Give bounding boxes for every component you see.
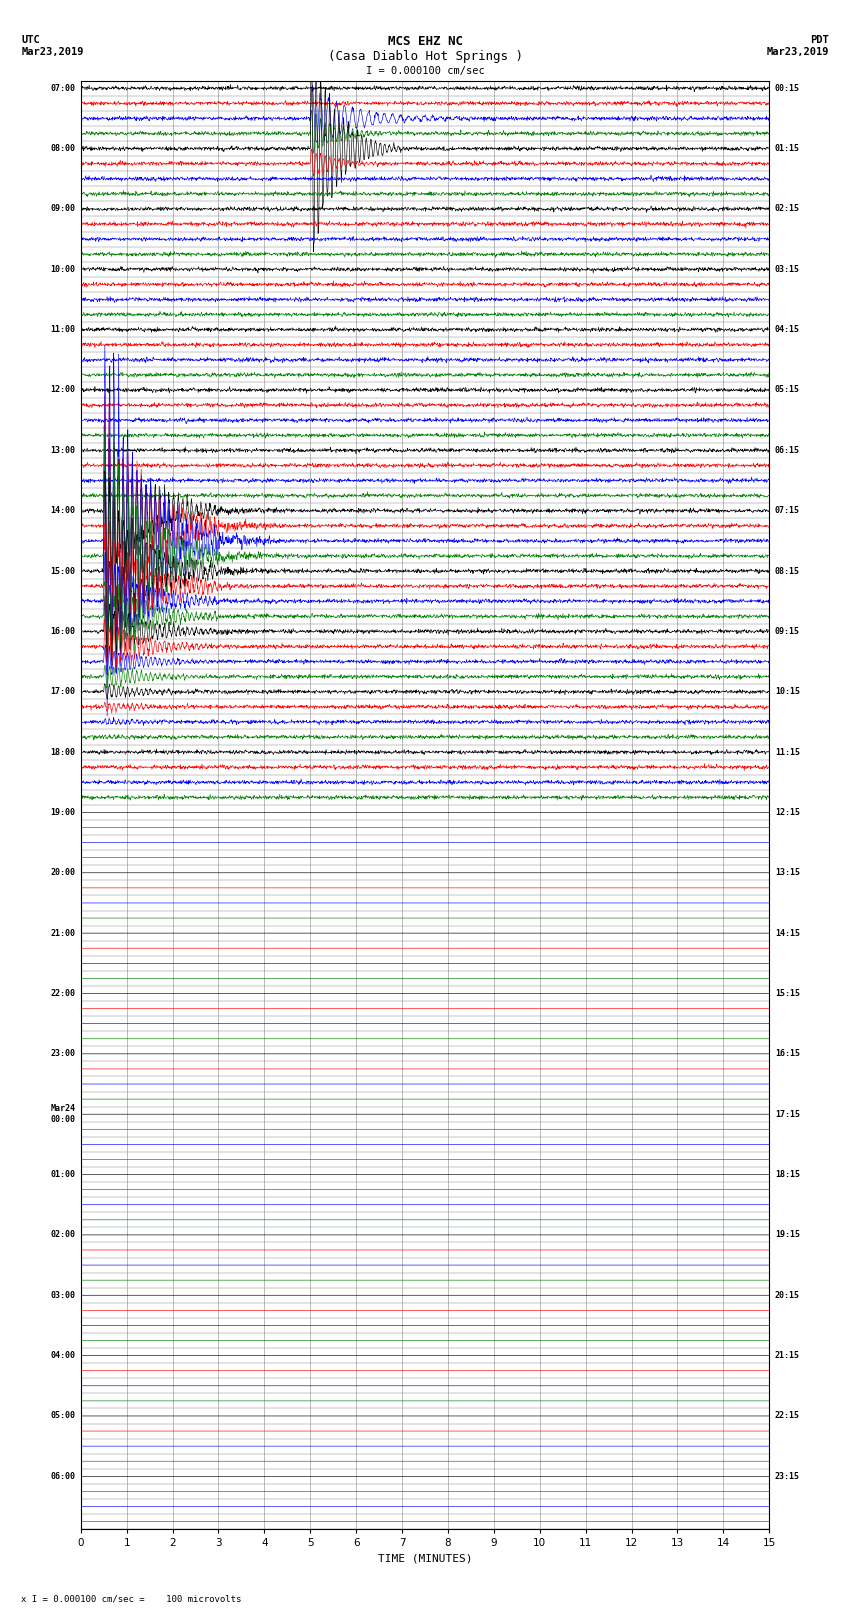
- Text: 08:00: 08:00: [50, 144, 75, 153]
- Text: 17:00: 17:00: [50, 687, 75, 697]
- Text: 02:15: 02:15: [775, 205, 800, 213]
- Text: 05:00: 05:00: [50, 1411, 75, 1421]
- Text: 07:00: 07:00: [50, 84, 75, 92]
- Text: 10:15: 10:15: [775, 687, 800, 697]
- Text: 17:15: 17:15: [775, 1110, 800, 1119]
- Text: 10:00: 10:00: [50, 265, 75, 274]
- Text: 07:15: 07:15: [775, 506, 800, 515]
- Text: 23:00: 23:00: [50, 1050, 75, 1058]
- Text: 21:00: 21:00: [50, 929, 75, 937]
- Text: 13:15: 13:15: [775, 868, 800, 877]
- Text: 21:15: 21:15: [775, 1352, 800, 1360]
- Text: 20:00: 20:00: [50, 868, 75, 877]
- Text: 01:15: 01:15: [775, 144, 800, 153]
- Text: 08:15: 08:15: [775, 566, 800, 576]
- Text: x I = 0.000100 cm/sec =    100 microvolts: x I = 0.000100 cm/sec = 100 microvolts: [21, 1594, 241, 1603]
- Text: 12:15: 12:15: [775, 808, 800, 816]
- Text: 09:00: 09:00: [50, 205, 75, 213]
- Text: 05:15: 05:15: [775, 386, 800, 395]
- Text: PDT
Mar23,2019: PDT Mar23,2019: [766, 35, 829, 56]
- Text: 18:00: 18:00: [50, 747, 75, 756]
- Text: 11:00: 11:00: [50, 326, 75, 334]
- Text: 02:00: 02:00: [50, 1231, 75, 1239]
- Text: 03:00: 03:00: [50, 1290, 75, 1300]
- Text: 15:15: 15:15: [775, 989, 800, 998]
- X-axis label: TIME (MINUTES): TIME (MINUTES): [377, 1553, 473, 1563]
- Text: 16:00: 16:00: [50, 627, 75, 636]
- Text: 01:00: 01:00: [50, 1169, 75, 1179]
- Text: 04:15: 04:15: [775, 326, 800, 334]
- Text: 22:00: 22:00: [50, 989, 75, 998]
- Text: 11:15: 11:15: [775, 747, 800, 756]
- Text: 15:00: 15:00: [50, 566, 75, 576]
- Text: I = 0.000100 cm/sec: I = 0.000100 cm/sec: [366, 66, 484, 76]
- Text: 09:15: 09:15: [775, 627, 800, 636]
- Text: 13:00: 13:00: [50, 445, 75, 455]
- Text: 19:00: 19:00: [50, 808, 75, 816]
- Text: 03:15: 03:15: [775, 265, 800, 274]
- Text: (Casa Diablo Hot Springs ): (Casa Diablo Hot Springs ): [327, 50, 523, 63]
- Text: 06:15: 06:15: [775, 445, 800, 455]
- Text: 16:15: 16:15: [775, 1050, 800, 1058]
- Text: 12:00: 12:00: [50, 386, 75, 395]
- Text: 00:15: 00:15: [775, 84, 800, 92]
- Text: 23:15: 23:15: [775, 1471, 800, 1481]
- Text: 18:15: 18:15: [775, 1169, 800, 1179]
- Text: 19:15: 19:15: [775, 1231, 800, 1239]
- Text: 14:00: 14:00: [50, 506, 75, 515]
- Text: 20:15: 20:15: [775, 1290, 800, 1300]
- Text: MCS EHZ NC: MCS EHZ NC: [388, 35, 462, 48]
- Text: 04:00: 04:00: [50, 1352, 75, 1360]
- Text: 14:15: 14:15: [775, 929, 800, 937]
- Text: 22:15: 22:15: [775, 1411, 800, 1421]
- Text: Mar24
00:00: Mar24 00:00: [50, 1105, 75, 1124]
- Text: UTC
Mar23,2019: UTC Mar23,2019: [21, 35, 84, 56]
- Text: 06:00: 06:00: [50, 1471, 75, 1481]
